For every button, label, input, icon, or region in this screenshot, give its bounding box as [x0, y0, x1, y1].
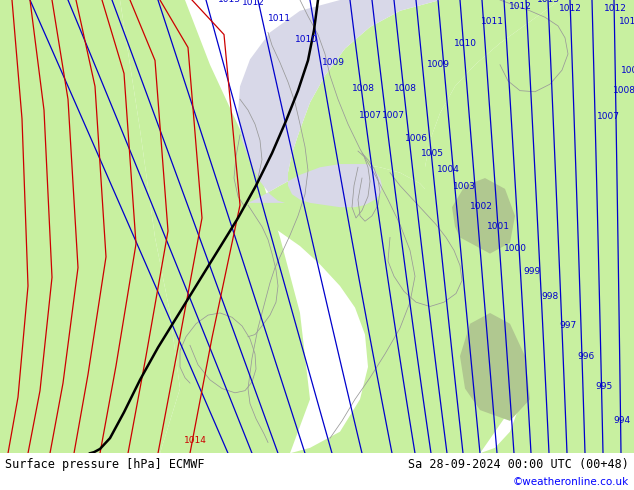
- Text: 1009: 1009: [621, 66, 634, 74]
- Polygon shape: [452, 178, 515, 254]
- Text: 1013: 1013: [217, 0, 240, 4]
- Text: 1008: 1008: [351, 84, 375, 93]
- Text: 1007: 1007: [382, 111, 404, 120]
- Text: 995: 995: [595, 382, 612, 391]
- Text: 1012: 1012: [242, 0, 264, 7]
- Text: 994: 994: [614, 416, 631, 425]
- Text: 1012: 1012: [604, 4, 626, 13]
- Text: 1011: 1011: [619, 17, 634, 26]
- Polygon shape: [0, 0, 180, 453]
- Polygon shape: [120, 0, 310, 453]
- Text: 1009: 1009: [321, 58, 344, 67]
- Text: 1008: 1008: [394, 84, 417, 93]
- Text: 997: 997: [559, 321, 577, 330]
- Text: 1009: 1009: [427, 60, 450, 69]
- Text: 1011: 1011: [481, 17, 503, 26]
- Text: 1012: 1012: [559, 4, 581, 13]
- Text: Sa 28-09-2024 00:00 UTC (00+48): Sa 28-09-2024 00:00 UTC (00+48): [408, 458, 629, 471]
- Text: 1010: 1010: [295, 35, 318, 45]
- Polygon shape: [248, 164, 510, 453]
- Text: Surface pressure [hPa] ECMWF: Surface pressure [hPa] ECMWF: [5, 458, 205, 471]
- Text: 1008: 1008: [612, 86, 634, 95]
- Text: 999: 999: [524, 268, 541, 276]
- Text: 1004: 1004: [437, 165, 460, 174]
- Polygon shape: [288, 0, 560, 410]
- Text: 1003: 1003: [453, 182, 476, 191]
- Text: 1001: 1001: [486, 222, 510, 231]
- Text: 1012: 1012: [508, 2, 531, 11]
- Text: 1002: 1002: [470, 201, 493, 211]
- Polygon shape: [238, 0, 440, 207]
- Text: 1014: 1014: [184, 436, 207, 445]
- Text: 1011: 1011: [268, 14, 290, 23]
- Text: 996: 996: [578, 352, 595, 361]
- Text: 998: 998: [541, 292, 559, 301]
- Text: 1013: 1013: [536, 0, 559, 4]
- Text: 1006: 1006: [404, 134, 427, 143]
- Text: 1007: 1007: [597, 112, 619, 121]
- Text: 1000: 1000: [503, 244, 526, 253]
- Text: 1010: 1010: [453, 39, 477, 48]
- Polygon shape: [425, 0, 634, 453]
- Polygon shape: [460, 313, 530, 421]
- Text: 1005: 1005: [420, 149, 444, 158]
- Text: ©weatheronline.co.uk: ©weatheronline.co.uk: [513, 477, 629, 487]
- Text: 1007: 1007: [358, 111, 382, 120]
